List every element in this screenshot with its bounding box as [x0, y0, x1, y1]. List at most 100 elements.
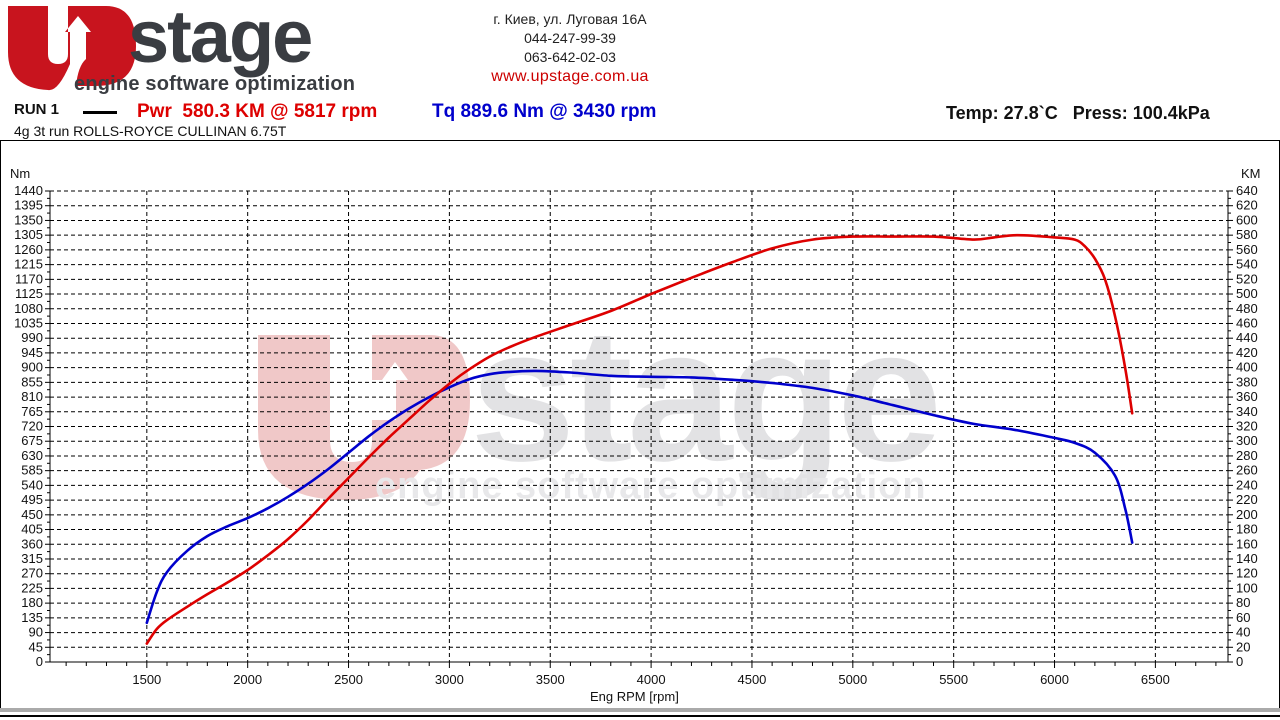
y-tick-right: 440: [1236, 330, 1258, 345]
y-tick-left: 1440: [14, 183, 43, 198]
y-tick-right: 20: [1236, 639, 1250, 654]
y-tick-left: 225: [21, 580, 43, 595]
power-summary: Pwr 580.3 KM @ 5817 rpm: [137, 101, 378, 122]
y-tick-right: 100: [1236, 580, 1258, 595]
y-tick-right: 360: [1236, 389, 1258, 404]
y-tick-left: 450: [21, 507, 43, 522]
y-tick-left: 1215: [14, 257, 43, 272]
y-tick-right: 140: [1236, 551, 1258, 566]
y-tick-left: 495: [21, 492, 43, 507]
x-tick: 3000: [435, 672, 464, 687]
y-tick-left: 1260: [14, 242, 43, 257]
y-tick-left: 540: [21, 477, 43, 492]
y-tick-left: 1305: [14, 227, 43, 242]
y-tick-right: 420: [1236, 345, 1258, 360]
y-tick-left: 45: [29, 639, 43, 654]
y-tick-right: 180: [1236, 522, 1258, 537]
bottom-line: [0, 715, 1280, 717]
logo-u-mark: [8, 6, 136, 91]
y-tick-left: 1035: [14, 315, 43, 330]
y-tick-right: 480: [1236, 301, 1258, 316]
y-tick-left: 405: [21, 522, 43, 537]
x-tick: 2500: [334, 672, 363, 687]
run-label: RUN 1: [14, 101, 60, 118]
y-tick-right: 640: [1236, 183, 1258, 198]
contact-block: г. Киев, ул. Луговая 16А 044-247-99-39 0…: [420, 10, 720, 86]
y-tick-left: 360: [21, 536, 43, 551]
y-tick-left: 900: [21, 360, 43, 375]
y-tick-left: 1125: [15, 286, 43, 301]
power-curve: [145, 233, 1134, 645]
y-tick-right: 120: [1236, 566, 1258, 581]
y-tick-left: 180: [21, 595, 43, 610]
x-tick: 2000: [233, 672, 262, 687]
svg-text:stage: stage: [470, 289, 937, 501]
torque-summary: Tq 889.6 Nm @ 3430 rpm: [432, 101, 657, 122]
y-tick-left: 1395: [14, 198, 43, 213]
right-axis-unit: KM: [1241, 166, 1261, 181]
x-tick: 5500: [939, 672, 968, 687]
y-tick-right: 380: [1236, 374, 1258, 389]
y-tick-left: 810: [21, 389, 43, 404]
y-tick-left: 855: [21, 374, 43, 389]
y-tick-right: 620: [1236, 198, 1258, 213]
y-tick-right: 560: [1236, 242, 1258, 257]
y-tick-right: 220: [1236, 492, 1258, 507]
y-tick-right: 280: [1236, 448, 1258, 463]
y-tick-left: 315: [21, 551, 43, 566]
y-tick-right: 540: [1236, 257, 1258, 272]
phone-1: 044-247-99-39: [524, 30, 616, 46]
y-tick-left: 135: [21, 610, 43, 625]
website-link[interactable]: www.upstage.com.ua: [491, 68, 649, 85]
y-tick-right: 460: [1236, 315, 1258, 330]
y-tick-right: 240: [1236, 477, 1258, 492]
y-tick-right: 300: [1236, 433, 1258, 448]
x-tick: 1500: [132, 672, 161, 687]
logo-tagline: engine software optimization: [74, 73, 355, 94]
left-axis-unit: Nm: [10, 166, 30, 181]
y-tick-left: 270: [21, 566, 43, 581]
y-tick-left: 1080: [14, 301, 43, 316]
y-tick-right: 60: [1236, 610, 1250, 625]
y-tick-left: 630: [21, 448, 43, 463]
y-tick-left: 765: [21, 404, 43, 419]
y-tick-right: 580: [1236, 227, 1258, 242]
y-tick-right: 500: [1236, 286, 1258, 301]
y-tick-left: 720: [21, 419, 43, 434]
torque-curve: [145, 369, 1134, 625]
x-axis-label: Eng RPM [rpm]: [590, 689, 679, 704]
x-tick: 5000: [838, 672, 867, 687]
y-tick-left: 90: [29, 625, 43, 640]
data-series: [145, 233, 1134, 645]
bottom-bar: [0, 708, 1280, 712]
y-tick-left: 675: [21, 433, 43, 448]
x-tick: 3500: [536, 672, 565, 687]
y-tick-left: 585: [21, 463, 43, 478]
y-tick-left: 945: [21, 345, 43, 360]
y-tick-right: 200: [1236, 507, 1258, 522]
grid-lines: [50, 190, 1228, 662]
y-tick-right: 600: [1236, 212, 1258, 227]
y-tick-left: 1350: [14, 212, 43, 227]
y-tick-left: 0: [36, 654, 43, 669]
address: г. Киев, ул. Луговая 16А: [493, 11, 647, 27]
y-tick-right: 400: [1236, 360, 1258, 375]
y-tick-right: 340: [1236, 404, 1258, 419]
run-description: 4g 3t run ROLLS-ROYCE CULLINAN 6.75T: [14, 123, 287, 139]
logo-word: stage: [128, 4, 311, 78]
y-tick-right: 40: [1236, 625, 1250, 640]
y-tick-right: 320: [1236, 419, 1258, 434]
phone-2: 063-642-02-03: [524, 49, 616, 65]
y-tick-left: 990: [21, 330, 43, 345]
y-tick-right: 0: [1236, 654, 1243, 669]
y-tick-left: 1170: [15, 271, 43, 286]
x-tick: 4000: [637, 672, 666, 687]
y-tick-right: 260: [1236, 463, 1258, 478]
x-tick: 6500: [1141, 672, 1170, 687]
x-tick: 6000: [1040, 672, 1069, 687]
conditions: Temp: 27.8`C Press: 100.4kPa: [946, 103, 1210, 123]
legend-line-icon: [83, 111, 117, 114]
x-tick: 4500: [737, 672, 766, 687]
